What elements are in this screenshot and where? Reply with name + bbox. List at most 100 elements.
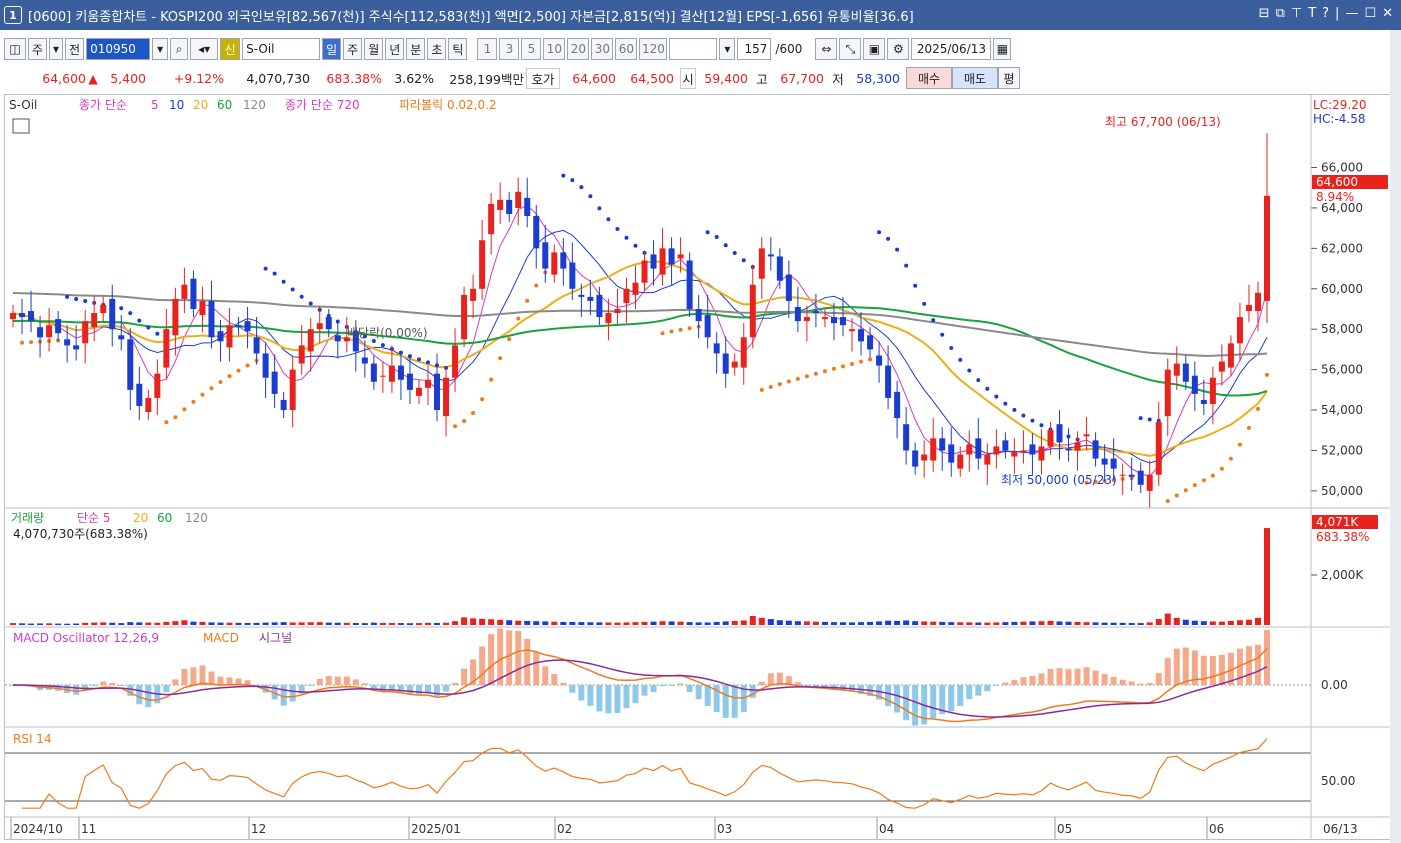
chevron-down-icon[interactable]: ▾ xyxy=(49,38,64,60)
macd-oscillator-bar xyxy=(695,685,702,700)
code-dropdown-icon[interactable]: ▾ xyxy=(152,38,169,60)
volume-bar xyxy=(64,623,71,625)
layout-icon[interactable]: ◫ xyxy=(4,38,26,60)
candle-body xyxy=(28,311,35,322)
macd-oscillator-bar xyxy=(497,628,504,685)
market-week-select[interactable]: 주 xyxy=(28,38,48,60)
macd-osc-label[interactable]: MACD Oscillator 12,26,9 xyxy=(13,631,159,645)
save-icon[interactable]: ▣ xyxy=(863,38,886,60)
stock-code-input[interactable]: 010950 xyxy=(86,38,151,60)
series-label[interactable]: S-Oil xyxy=(9,98,37,112)
period-year[interactable]: 년 xyxy=(385,38,405,60)
interval-60[interactable]: 60 xyxy=(615,38,638,60)
vertical-scrollbar[interactable] xyxy=(1390,30,1401,843)
psar-dot xyxy=(822,369,827,374)
candle-body xyxy=(686,260,693,309)
candle-body xyxy=(921,454,928,461)
psar-dot xyxy=(398,350,403,355)
volume-bar xyxy=(830,622,837,625)
macd-oscillator-bar xyxy=(821,685,828,689)
chart-svg[interactable]: S-Oil 종가 단순 5 10 20 60 120 종가 단순 720 파라볼… xyxy=(5,95,1393,839)
ma-label[interactable]: 종가 단순 xyxy=(79,98,127,112)
custom-interval-input[interactable] xyxy=(669,38,718,60)
volume-bar xyxy=(406,623,413,625)
period-day[interactable]: 일 xyxy=(322,38,342,60)
ytick-label: 52,000 xyxy=(1321,443,1363,457)
volume-bar xyxy=(722,621,729,625)
avg-button[interactable]: 평 xyxy=(998,67,1020,89)
interval-10[interactable]: 10 xyxy=(543,38,566,60)
candle-body xyxy=(776,256,783,281)
interval-120[interactable]: 120 xyxy=(639,38,668,60)
rsi-label[interactable]: RSI 14 xyxy=(13,732,52,746)
volume-bar xyxy=(1264,528,1270,625)
volume-bar xyxy=(957,622,964,625)
psar-dot xyxy=(119,306,124,311)
psar-dot xyxy=(290,287,295,292)
psar-label[interactable]: 파라볼릭 0.02,0.2 xyxy=(399,98,497,112)
gear-icon[interactable]: ⚙ xyxy=(887,38,910,60)
window-icon[interactable]: ⊟ xyxy=(1258,6,1270,21)
volume-bar xyxy=(461,617,468,625)
help-icon[interactable]: ? xyxy=(1322,6,1330,21)
interval-30[interactable]: 30 xyxy=(591,38,614,60)
interval-20[interactable]: 20 xyxy=(567,38,590,60)
buy-button[interactable]: 매수 xyxy=(906,67,952,89)
period-month[interactable]: 월 xyxy=(364,38,384,60)
candle-body xyxy=(397,365,404,380)
candle-body xyxy=(1254,292,1261,312)
maximize-icon[interactable]: ☐ xyxy=(1364,6,1377,21)
volume-bar xyxy=(984,622,991,625)
close-icon[interactable]: ✕ xyxy=(1382,6,1393,21)
candle-body xyxy=(316,323,323,330)
interval-5[interactable]: 5 xyxy=(521,38,542,60)
candle-body xyxy=(325,317,332,330)
period-second[interactable]: 초 xyxy=(427,38,447,60)
prev-button[interactable]: 전 xyxy=(65,38,85,60)
psar-dot xyxy=(958,357,963,362)
macd-oscillator-bar xyxy=(984,685,991,692)
macd-oscillator-bar xyxy=(930,685,937,719)
speaker-icon[interactable]: ◂▾ xyxy=(190,38,219,60)
period-week[interactable]: 주 xyxy=(343,38,363,60)
search-icon[interactable]: ⌕ xyxy=(170,38,189,60)
interval-1[interactable]: 1 xyxy=(477,38,498,60)
interval-3[interactable]: 3 xyxy=(499,38,520,60)
count-input[interactable]: 157 xyxy=(737,38,772,60)
calendar-icon[interactable]: ▦ xyxy=(993,38,1012,60)
psar-dot xyxy=(777,382,782,387)
period-tick[interactable]: 틱 xyxy=(448,38,468,60)
volume-bar xyxy=(1029,621,1036,625)
candle-body xyxy=(885,365,892,398)
font-icon[interactable]: T xyxy=(1308,6,1317,21)
volume-bar xyxy=(343,622,350,625)
crosshair-icon[interactable]: ⤡ xyxy=(839,38,862,60)
stock-name-field[interactable]: S-Oil xyxy=(242,38,321,60)
psar-dot xyxy=(1021,413,1026,418)
psar-dot xyxy=(1030,418,1035,423)
interval-dropdown-icon[interactable]: ▾ xyxy=(719,38,736,60)
candle-body xyxy=(731,361,738,368)
period-minute[interactable]: 분 xyxy=(406,38,426,60)
volume-ma-label[interactable]: 단순 5 xyxy=(77,511,111,525)
ma720-label[interactable]: 종가 단순 720 xyxy=(285,98,360,112)
macd-oscillator-bar xyxy=(1236,648,1243,685)
pin-icon[interactable]: ⊤ xyxy=(1290,6,1303,21)
macd-oscillator-bar xyxy=(136,685,143,705)
zoom-icon[interactable]: ⇔ xyxy=(815,38,838,60)
psar-dot xyxy=(407,354,412,359)
sell-button[interactable]: 매도 xyxy=(952,67,998,89)
restore-icon[interactable]: ⧉ xyxy=(1275,6,1285,21)
macd-oscillator-bar xyxy=(1029,675,1036,685)
xaxis-label: 03 xyxy=(717,822,732,836)
candle-body xyxy=(235,325,242,328)
volume-bar xyxy=(1074,621,1081,625)
volume-label[interactable]: 거래량 xyxy=(11,511,44,525)
date-input[interactable]: 2025/06/13 xyxy=(911,38,992,60)
minimize-icon[interactable]: — xyxy=(1345,6,1359,21)
rsi-ytick: 50.00 xyxy=(1321,774,1355,788)
table-icon[interactable] xyxy=(12,118,30,134)
macd-oscillator-bar xyxy=(127,685,134,696)
chart-area[interactable]: S-Oil 종가 단순 5 10 20 60 120 종가 단순 720 파라볼… xyxy=(4,94,1394,840)
candle-body xyxy=(506,199,513,215)
